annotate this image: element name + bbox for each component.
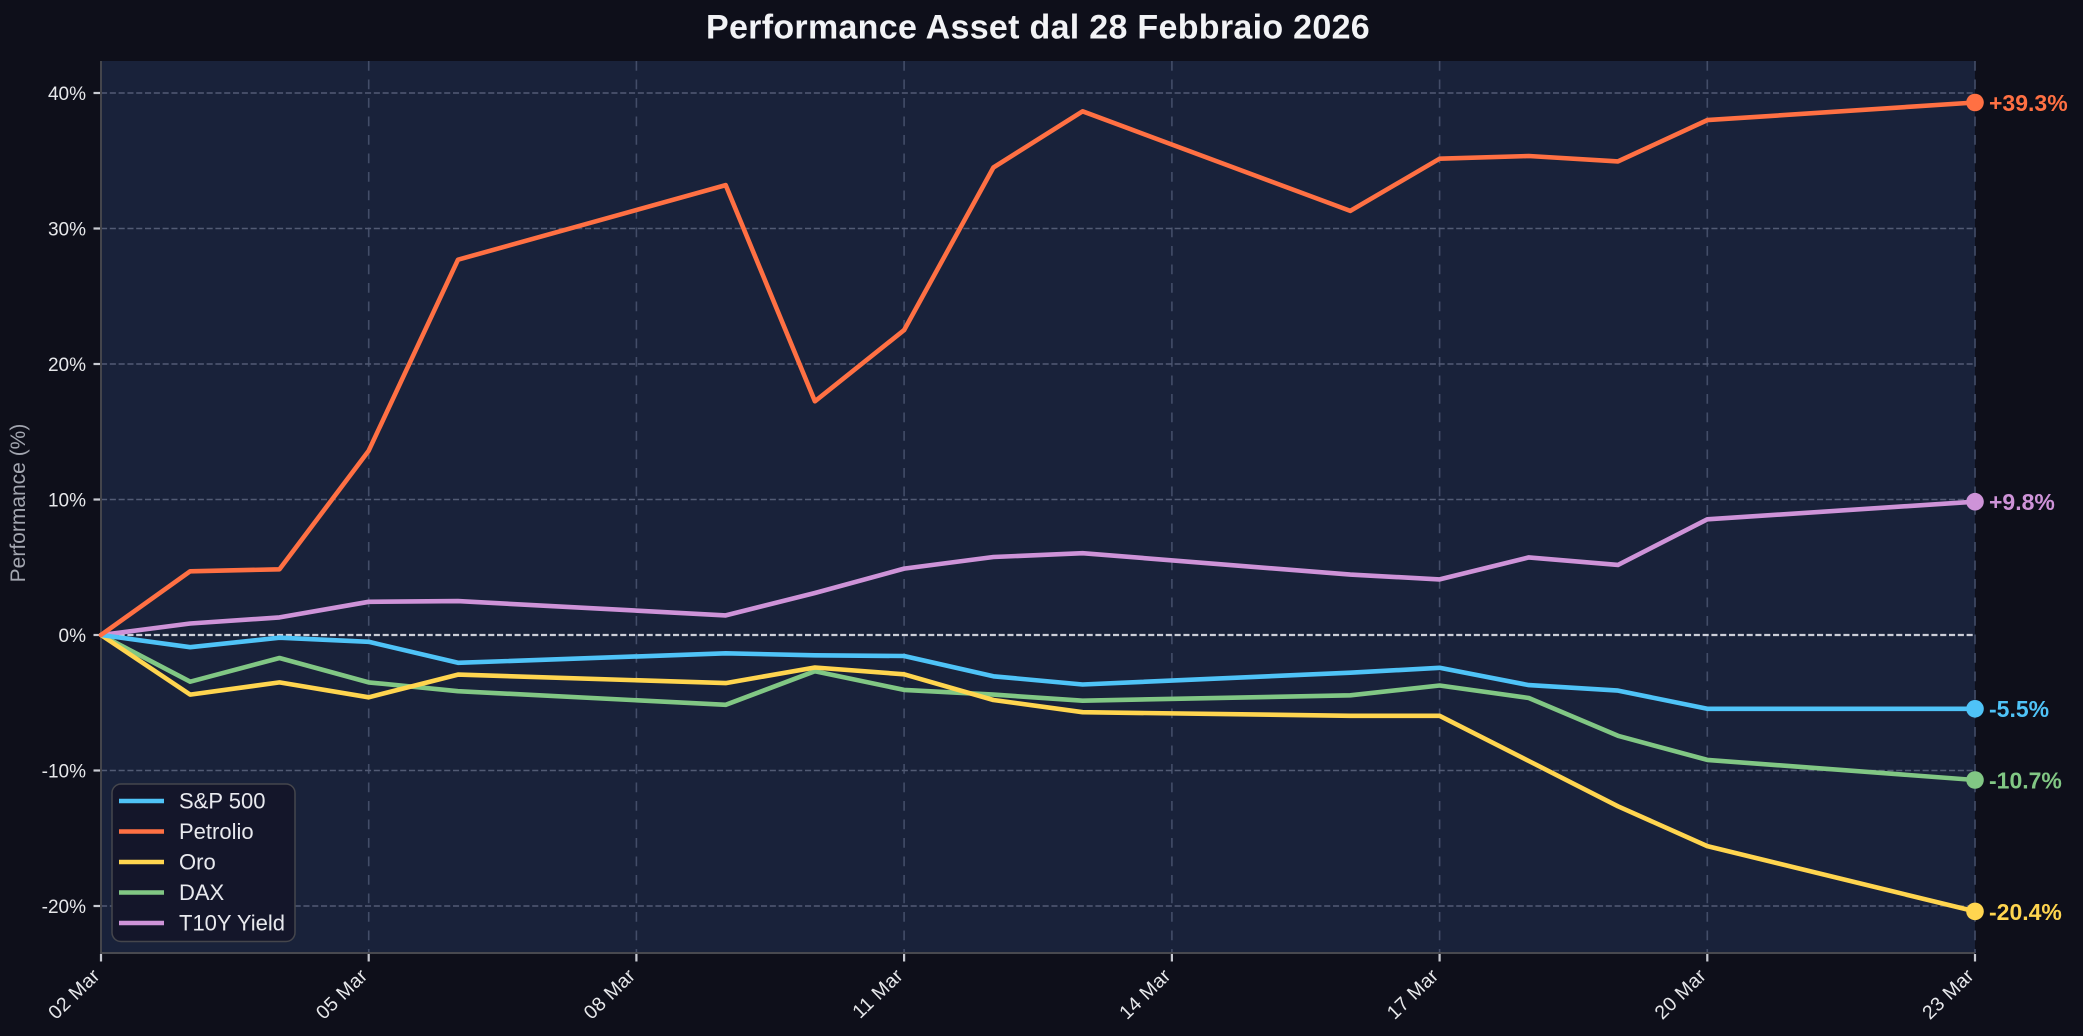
svg-text:Performance (%): Performance (%)	[7, 424, 30, 583]
svg-text:T10Y Yield: T10Y Yield	[179, 911, 285, 936]
svg-text:Performance Asset dal 28 Febbr: Performance Asset dal 28 Febbraio 2026	[706, 9, 1370, 47]
svg-text:-20%: -20%	[42, 897, 86, 918]
svg-text:0%: 0%	[59, 626, 87, 647]
svg-text:-10.7%: -10.7%	[1989, 767, 2062, 793]
svg-text:-5.5%: -5.5%	[1989, 696, 2049, 722]
svg-text:Oro: Oro	[179, 850, 216, 875]
svg-text:-20.4%: -20.4%	[1989, 899, 2062, 925]
svg-text:+9.8%: +9.8%	[1989, 489, 2055, 515]
svg-text:-10%: -10%	[42, 762, 86, 783]
svg-text:20%: 20%	[48, 355, 86, 376]
svg-text:Petrolio: Petrolio	[179, 819, 254, 844]
svg-text:DAX: DAX	[179, 880, 225, 905]
svg-text:30%: 30%	[48, 220, 86, 241]
svg-text:40%: 40%	[48, 84, 86, 105]
svg-text:10%: 10%	[48, 491, 86, 512]
svg-text:+39.3%: +39.3%	[1989, 90, 2068, 116]
svg-text:S&P 500: S&P 500	[179, 789, 265, 814]
